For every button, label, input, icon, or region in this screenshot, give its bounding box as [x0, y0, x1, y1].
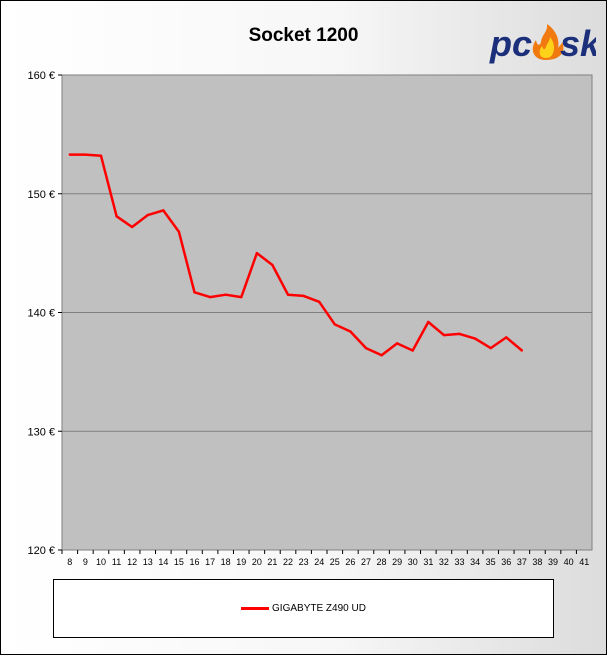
y-tick-label: 150 € [27, 189, 55, 201]
data-point [427, 320, 430, 324]
series-group [68, 153, 524, 357]
x-tick-label: 29 [392, 557, 402, 567]
data-point [505, 336, 508, 339]
x-tick-label: 40 [564, 557, 574, 567]
data-point [364, 346, 368, 350]
x-tick-label: 34 [470, 557, 480, 567]
series-line [69, 153, 523, 357]
data-point [395, 342, 399, 345]
x-tick-label: 18 [221, 557, 231, 567]
legend-item: GIGABYTE Z490 UD [54, 601, 553, 615]
y-axis: 120 € 130 € 140 € 150 € 160 € [27, 70, 62, 557]
x-tick-label: 20 [252, 557, 262, 567]
y-tick-label: 130 € [27, 426, 55, 438]
x-tick-label: 35 [486, 557, 496, 567]
x-tick-label: 21 [267, 557, 277, 567]
x-tick-label: 19 [236, 557, 246, 567]
data-point [442, 333, 446, 337]
x-tick-label: 8 [67, 557, 72, 567]
x-tick-label: 22 [283, 557, 293, 567]
logo-text-left: pc [489, 23, 532, 64]
x-tick-label: 17 [205, 557, 215, 567]
data-point [68, 153, 71, 156]
x-tick-label: 23 [299, 557, 309, 567]
x-tick-label: 16 [189, 557, 199, 567]
x-axis: 8 9 10 11 12 13 14 15 16 17 18 19 20 21 22 23 24 25 26 27 28… [61, 550, 589, 567]
x-tick-label: 11 [112, 557, 121, 567]
data-point [177, 230, 181, 233]
data-point [411, 349, 414, 352]
x-tick-label: 30 [408, 557, 418, 567]
data-point [271, 263, 274, 267]
chart-title: Socket 1200 [248, 25, 359, 46]
x-tick-label: 27 [361, 557, 371, 567]
pcask-logo: pc sk [489, 23, 596, 64]
x-tick-label: 41 [579, 557, 589, 567]
flame-icon [532, 24, 564, 60]
data-point [520, 349, 524, 352]
x-tick-label: 9 [83, 557, 88, 567]
x-tick-label: 10 [96, 557, 106, 567]
x-tick-label: 31 [423, 557, 433, 567]
y-tick-label: 160 € [27, 70, 55, 82]
legend-swatch [241, 606, 270, 610]
x-tick-label: 25 [330, 557, 340, 567]
data-point [302, 294, 305, 298]
x-tick-label: 39 [548, 557, 558, 567]
x-tick-label: 38 [532, 557, 542, 567]
x-tick-label: 36 [501, 557, 511, 567]
data-point [380, 354, 383, 357]
x-tick-label: 24 [314, 557, 324, 567]
data-point [208, 295, 212, 299]
data-point [115, 215, 118, 218]
data-point [240, 295, 243, 299]
x-tick-label: 32 [439, 557, 449, 567]
x-tick-label: 13 [143, 557, 153, 567]
data-point [333, 323, 336, 326]
x-tick-label: 33 [454, 557, 464, 567]
logo-text-right: sk [560, 23, 596, 64]
y-tick-label: 120 € [27, 545, 55, 557]
x-tick-label: 28 [377, 557, 387, 567]
data-point [130, 225, 134, 229]
line-chart: 120 € 130 € 140 € 150 € 160 € 8 9 10 11 12 13 14 15… [27, 70, 593, 567]
x-tick-label: 26 [345, 557, 355, 567]
data-point [489, 346, 492, 350]
y-tick-label: 140 € [27, 308, 55, 320]
data-point [473, 337, 477, 340]
x-tick-label: 12 [127, 557, 137, 567]
x-tick-label: 15 [174, 557, 184, 567]
data-point [193, 291, 196, 294]
x-tick-label: 14 [158, 557, 168, 567]
legend-label: GIGABYTE Z490 UD [272, 602, 366, 614]
legend: GIGABYTE Z490 UD [53, 579, 554, 638]
data-point [162, 209, 165, 212]
x-tick-label: 37 [517, 557, 527, 567]
data-point [224, 293, 227, 296]
data-point [349, 330, 352, 333]
data-point [84, 153, 87, 156]
data-point [99, 154, 103, 157]
data-point [458, 332, 461, 336]
data-point [146, 213, 149, 217]
data-point [286, 293, 290, 296]
data-point [255, 251, 259, 255]
data-point [318, 300, 321, 304]
